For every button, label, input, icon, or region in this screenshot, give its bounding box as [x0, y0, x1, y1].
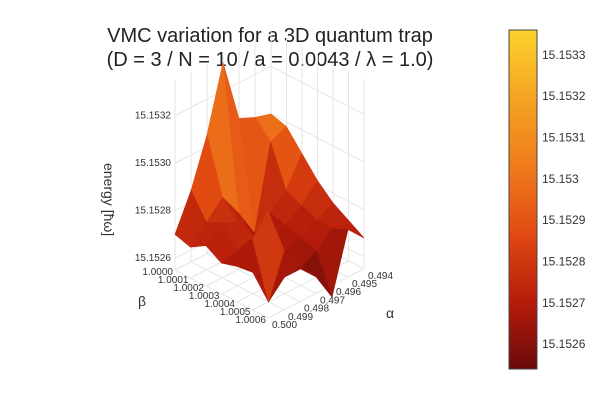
beta-tick-label: 1.0005 [220, 307, 251, 318]
chart-title-line-2: (D = 3 / N = 10 / a = 0.0043 / λ = 1.0) [106, 49, 434, 71]
energy-axis-label: energy [ħω] [101, 163, 117, 236]
beta-tick-label: 1.0004 [204, 299, 235, 310]
colorbar-tick-label: 15.1531 [542, 130, 586, 144]
energy-tick-label: 15.1530 [135, 158, 172, 169]
chart-title: VMC variation for a 3D quantum trap (D =… [60, 24, 480, 72]
wall-grid-line [174, 65, 365, 117]
alpha-tick-label: 0.498 [304, 304, 329, 315]
axis-layer: 15.1526 15.1528 15.1530 15.1532 1.00001.0001… [101, 111, 394, 331]
floor-grid-line [174, 269, 269, 319]
beta-tick-label: 1.0001 [158, 275, 189, 286]
colorbar: 15.1533 15.1532 15.1531 15.153 15.1529 15.152… [508, 29, 586, 370]
energy-tick-label: 15.1528 [135, 206, 172, 217]
beta-axis-label: β [138, 293, 146, 309]
colorbar-tick-label: 15.153 [542, 172, 579, 186]
colorbar-tick-label: 15.1526 [542, 337, 586, 351]
colorbar-bar [508, 29, 538, 370]
colorbar-tick-label: 15.1529 [542, 213, 586, 227]
surface [174, 62, 365, 303]
beta-tick-label: 1.0002 [173, 283, 204, 294]
beta-tick-label: 1.0006 [235, 315, 266, 326]
alpha-axis-label: α [386, 305, 394, 321]
alpha-tick-label: 0.500 [272, 320, 297, 331]
alpha-tick-label: 0.499 [288, 312, 313, 323]
colorbar-tick-label: 15.1527 [542, 296, 586, 310]
alpha-tick-label: 0.496 [336, 287, 361, 298]
energy-tick-label: 15.1532 [135, 111, 172, 122]
beta-tick-label: 1.0000 [142, 267, 173, 278]
colorbar-tick-label: 15.1528 [542, 255, 586, 269]
alpha-tick-label: 0.497 [320, 295, 345, 306]
colorbar-tick-label: 15.1533 [542, 48, 586, 62]
surface-patch [252, 210, 285, 303]
alpha-tick-label: 0.494 [368, 271, 393, 282]
beta-tick-label: 1.0003 [189, 291, 220, 302]
energy-tick-label: 15.1526 [135, 253, 172, 264]
floor-grid-line [267, 268, 365, 319]
colorbar-tick-label: 15.1532 [542, 89, 586, 103]
alpha-tick-label: 0.495 [352, 279, 377, 290]
chart-title-line-1: VMC variation for a 3D quantum trap [107, 25, 433, 47]
